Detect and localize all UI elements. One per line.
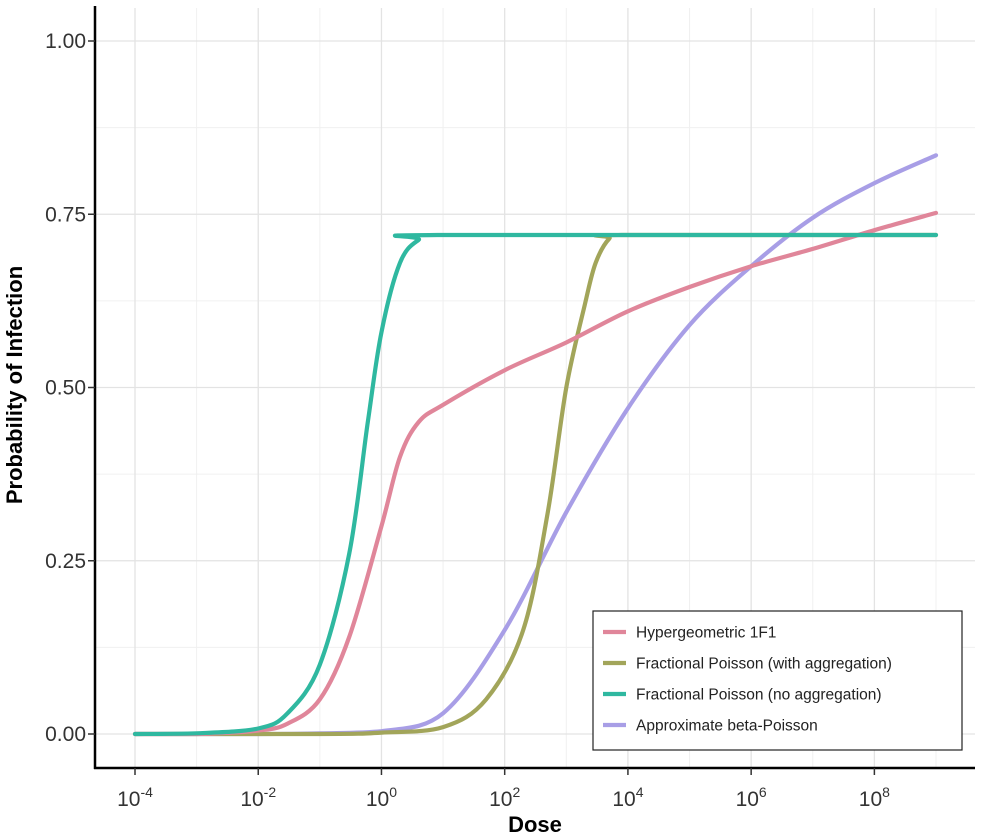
x-tick-label: 10-2 xyxy=(240,784,276,811)
y-tick-label: 0.25 xyxy=(45,550,86,573)
legend-label: Hypergeometric 1F1 xyxy=(636,625,776,642)
legend-label: Fractional Poisson (with aggregation) xyxy=(636,656,892,673)
y-tick-label: 0.50 xyxy=(45,377,86,400)
x-tick-label: 10-4 xyxy=(117,784,153,811)
legend-label: Fractional Poisson (no aggregation) xyxy=(636,687,882,704)
y-tick-label: 0.00 xyxy=(45,723,86,746)
y-axis-title: Probability of Infection xyxy=(2,266,27,504)
major-gridlines xyxy=(95,8,975,768)
x-tick-label: 102 xyxy=(489,784,520,811)
series-lines xyxy=(132,153,939,737)
legend: Hypergeometric 1F1 Fractional Poisson (wi… xyxy=(592,610,963,751)
x-tick-label: 106 xyxy=(736,784,767,811)
y-tick-label: 0.75 xyxy=(45,203,86,226)
legend-box xyxy=(592,610,963,751)
series-line-fractional-poisson-no-aggregation xyxy=(132,232,939,737)
x-tick-label: 108 xyxy=(859,784,890,811)
y-tick-label: 1.00 xyxy=(45,30,86,53)
tick-labels: 10-4 10-2 100 102 104 106 108 0.00 0.25 0.50 0.75 1… xyxy=(45,30,890,811)
x-tick-label: 104 xyxy=(612,784,643,811)
x-tick-label: 100 xyxy=(366,784,397,811)
legend-label: Approximate beta-Poisson xyxy=(636,718,818,735)
x-axis-title: Dose xyxy=(508,812,562,837)
series-line-hypergeometric-1f1 xyxy=(132,210,939,737)
